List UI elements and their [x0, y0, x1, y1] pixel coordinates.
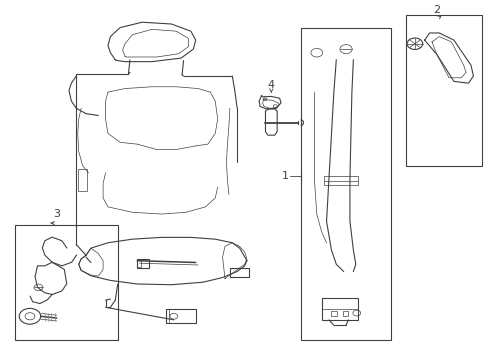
Bar [321, 298, 358, 320]
Text: 1: 1 [281, 171, 288, 181]
Bar [300, 28, 390, 339]
Text: 2: 2 [433, 5, 440, 15]
Bar [166, 309, 195, 323]
Bar [137, 259, 149, 268]
Bar [78, 169, 86, 191]
Bar [331, 311, 337, 316]
Text: 3: 3 [53, 209, 60, 219]
Bar [229, 268, 249, 277]
Bar [137, 260, 141, 267]
Bar [406, 15, 481, 166]
Bar [15, 225, 118, 339]
Text: 4: 4 [267, 80, 274, 90]
Bar [324, 176, 358, 185]
Bar [342, 311, 348, 316]
